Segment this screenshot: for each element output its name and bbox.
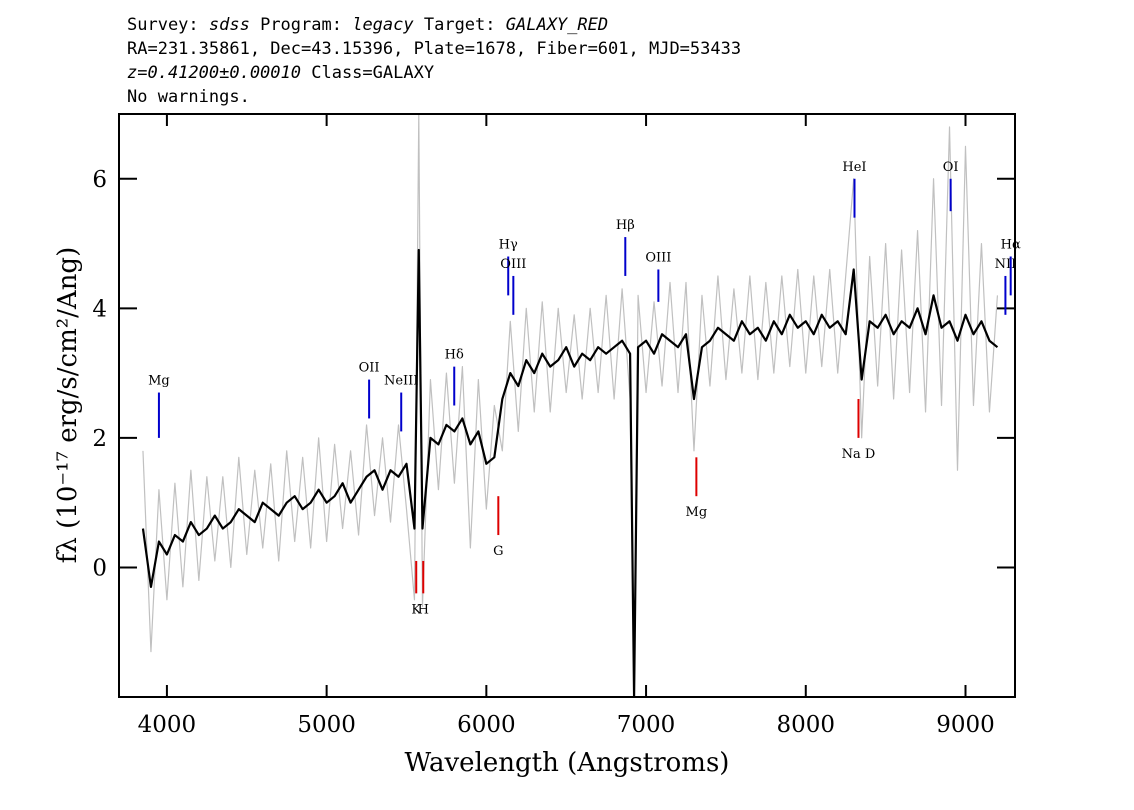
- line-label: Hα: [1001, 238, 1021, 253]
- y-tick-label: 2: [92, 426, 107, 452]
- header-segment: Program:: [250, 15, 352, 35]
- y-tick-label: 6: [92, 167, 107, 193]
- header-line: RA=231.35861, Dec=43.15396, Plate=1678, …: [127, 39, 741, 59]
- line-label: OIII: [645, 250, 671, 265]
- header-segment: sdss: [209, 15, 250, 35]
- x-axis-label: Wavelength (Angstroms): [405, 748, 730, 778]
- x-tick-label: 9000: [936, 712, 995, 738]
- line-label: K: [411, 602, 421, 617]
- line-label: HeI: [842, 160, 866, 175]
- header-segment: RA=231.35861, Dec=43.15396, Plate=1678, …: [127, 39, 741, 59]
- line-label: Hδ: [445, 348, 464, 363]
- header-segment: Class=GALAXY: [301, 63, 434, 83]
- line-label: Na D: [842, 447, 876, 462]
- line-label: Mg: [686, 505, 708, 520]
- line-label: OIII: [500, 257, 526, 272]
- x-tick-label: 6000: [457, 712, 516, 738]
- line-label: H: [418, 602, 429, 617]
- y-axis-label: fλ (10⁻¹⁷ erg/s/cm²/Ang): [53, 247, 83, 563]
- header-segment: Survey:: [127, 15, 209, 35]
- header-segment: legacy: [352, 15, 414, 35]
- y-tick-label: 4: [92, 296, 107, 322]
- line-label: OI: [943, 160, 959, 175]
- spectrum-line: [141, 248, 999, 697]
- header-segment: Target:: [414, 15, 506, 35]
- plot-frame: [118, 113, 1016, 698]
- y-tick-label: 0: [92, 555, 107, 581]
- line-label: NII: [995, 257, 1017, 272]
- header-segment: GALAXY_RED: [506, 15, 608, 35]
- header-segment: z=0.41200±0.00010: [127, 63, 301, 83]
- x-tick-label: 4000: [138, 712, 197, 738]
- line-label: Hγ: [499, 238, 518, 253]
- x-tick-label: 7000: [617, 712, 676, 738]
- header-line: z=0.41200±0.00010 Class=GALAXY: [127, 63, 434, 83]
- x-tick-label: 8000: [777, 712, 836, 738]
- header-line: No warnings.: [127, 87, 250, 107]
- line-label: Hβ: [616, 218, 635, 233]
- line-label: OII: [359, 361, 380, 376]
- line-label: Mg: [148, 374, 170, 389]
- line-label: G: [493, 544, 503, 559]
- spectrum-line: [142, 114, 999, 697]
- header-line: Survey: sdss Program: legacy Target: GAL…: [127, 15, 608, 35]
- header-segment: No warnings.: [127, 87, 250, 107]
- line-label: NeIII: [384, 374, 418, 389]
- x-tick-label: 5000: [297, 712, 356, 738]
- plot-area: [141, 114, 999, 697]
